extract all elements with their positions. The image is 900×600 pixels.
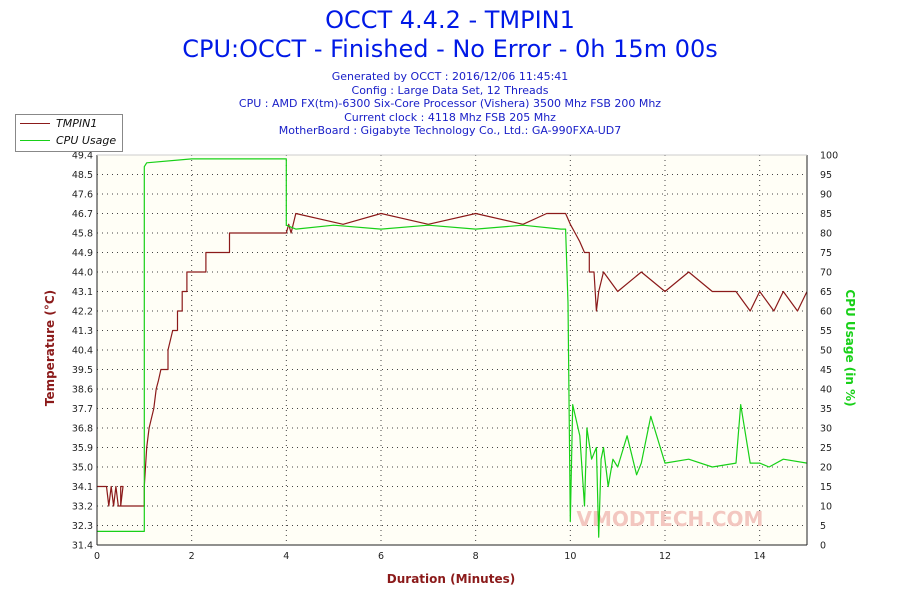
y-right-tick-label: 5 xyxy=(820,521,826,532)
y-right-tick-label: 70 xyxy=(820,268,832,279)
y-right-tick-label: 100 xyxy=(820,151,838,162)
y-right-tick-label: 20 xyxy=(820,463,832,474)
y-left-tick-label: 37.7 xyxy=(72,404,93,415)
x-tick-label: 10 xyxy=(564,551,576,562)
y-right-tick-label: 10 xyxy=(820,502,832,513)
info-generated: Generated by OCCT : 2016/12/06 11:45:41 xyxy=(331,70,569,83)
legend-item-tmpin1: TMPIN1 xyxy=(16,116,122,132)
x-tick-label: 0 xyxy=(94,551,100,562)
series-group xyxy=(97,158,808,538)
y-left-tick-label: 42.2 xyxy=(72,307,93,318)
y-right-tick-label: 85 xyxy=(820,209,832,220)
y-left-tick-label: 31.4 xyxy=(72,541,93,552)
info-cpu: CPU : AMD FX(tm)-6300 Six-Core Processor… xyxy=(238,97,662,110)
info-motherboard: MotherBoard : Gigabyte Technology Co., L… xyxy=(278,124,622,137)
y-left-tick-label: 48.5 xyxy=(72,170,93,181)
chart-subtitle: CPU:OCCT - Finished - No Error - 0h 15m … xyxy=(182,35,718,63)
y-right-tick-label: 90 xyxy=(820,190,832,201)
x-axis-label: Duration (Minutes) xyxy=(387,572,515,586)
y-left-tick-label: 35.0 xyxy=(72,463,93,474)
y-left-tick-label: 49.4 xyxy=(72,151,93,162)
series-line-tmpin1 xyxy=(97,212,808,507)
legend: TMPIN1 CPU Usage xyxy=(15,114,123,152)
y-left-tick-label: 39.5 xyxy=(72,365,93,376)
y-left-tick-label: 40.4 xyxy=(72,346,93,357)
x-tick-label: 14 xyxy=(754,551,766,562)
y-right-tick-label: 60 xyxy=(820,307,832,318)
y-right-tick-label: 75 xyxy=(820,248,832,259)
y-right-tick-label: 25 xyxy=(820,443,832,454)
y-axis-right-label: CPU Usage (in %) xyxy=(843,289,857,406)
y-left-tick-label: 43.1 xyxy=(72,287,93,298)
legend-label-tmpin1: TMPIN1 xyxy=(56,117,98,130)
legend-swatch-tmpin1 xyxy=(20,123,50,124)
grid xyxy=(96,154,807,546)
y-left-tick-label: 47.6 xyxy=(72,190,93,201)
x-tick-label: 6 xyxy=(378,551,384,562)
y-left-tick-label: 35.9 xyxy=(72,443,93,454)
y-right-tick-label: 50 xyxy=(820,346,832,357)
y-left-tick-label: 41.3 xyxy=(72,326,93,337)
legend-swatch-cpu-usage xyxy=(20,140,50,141)
y-left-tick-label: 34.1 xyxy=(72,482,93,493)
y-left-tick-label: 33.2 xyxy=(72,502,93,513)
chart-title: OCCT 4.4.2 - TMPIN1 xyxy=(325,6,575,34)
x-tick-label: 12 xyxy=(659,551,671,562)
y-right-tick-label: 65 xyxy=(820,287,832,298)
y-right-tick-label: 95 xyxy=(820,170,832,181)
x-tick-label: 4 xyxy=(283,551,289,562)
info-config: Config : Large Data Set, 12 Threads xyxy=(351,84,549,97)
y-left-tick-label: 32.3 xyxy=(72,521,93,532)
x-tick-label: 2 xyxy=(189,551,195,562)
y-right-tick-label: 30 xyxy=(820,424,832,435)
y-right-tick-label: 35 xyxy=(820,404,832,415)
y-left-tick-label: 46.7 xyxy=(72,209,93,220)
y-left-tick-label: 44.0 xyxy=(72,268,93,279)
y-left-tick-label: 38.6 xyxy=(72,385,93,396)
y-right-tick-label: 0 xyxy=(820,541,826,552)
x-tick-label: 8 xyxy=(473,551,479,562)
y-left-tick-label: 44.9 xyxy=(72,248,93,259)
y-right-tick-label: 45 xyxy=(820,365,832,376)
y-left-tick-label: 36.8 xyxy=(72,424,93,435)
info-clock: Current clock : 4118 Mhz FSB 205 Mhz xyxy=(344,111,556,124)
y-left-tick-label: 45.8 xyxy=(72,229,93,240)
y-axis-left-label: Temperature (°C) xyxy=(43,290,57,406)
watermark-text: VMODTECH.COM xyxy=(577,507,764,531)
series-line-cpu-usage xyxy=(97,158,808,538)
y-right-tick-label: 40 xyxy=(820,385,832,396)
y-right-tick-label: 15 xyxy=(820,482,832,493)
legend-label-cpu-usage: CPU Usage xyxy=(56,134,117,147)
axes: 31.4 32.3 33.2 34.1 35.0 35.9 36.8 37.7 38.6 39.5… xyxy=(72,151,838,563)
legend-item-cpu-usage: CPU Usage xyxy=(16,133,122,149)
y-right-tick-label: 55 xyxy=(820,326,832,337)
y-right-tick-label: 80 xyxy=(820,229,832,240)
